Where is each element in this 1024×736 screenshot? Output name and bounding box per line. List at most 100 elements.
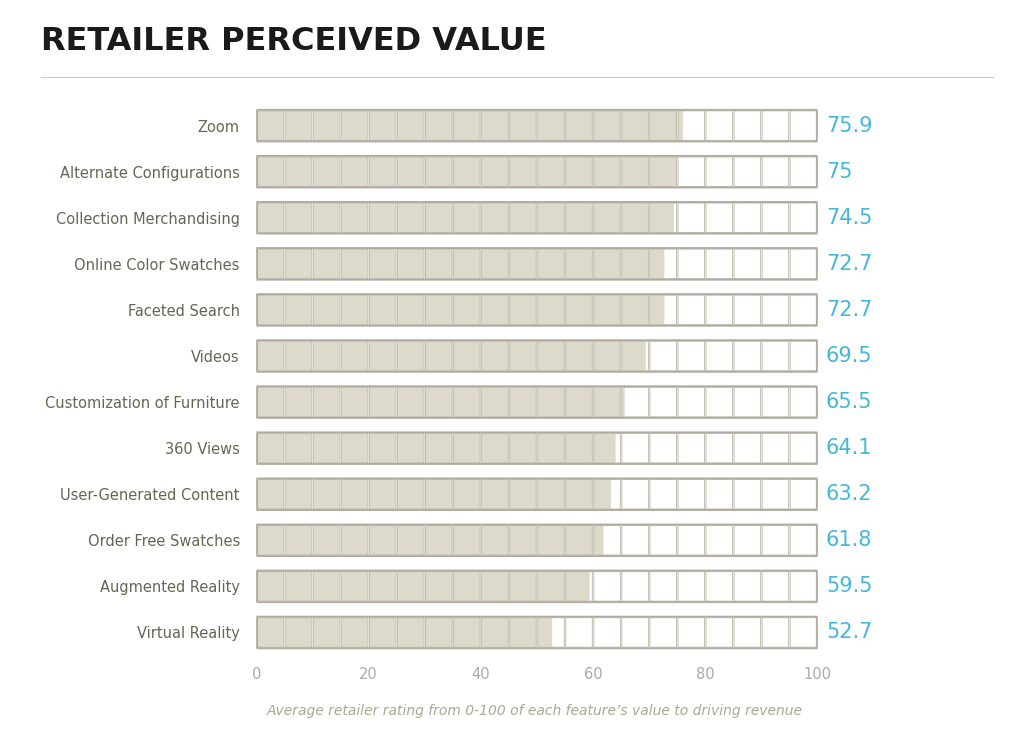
FancyBboxPatch shape bbox=[734, 249, 761, 279]
FancyBboxPatch shape bbox=[538, 249, 564, 279]
FancyBboxPatch shape bbox=[762, 479, 788, 509]
FancyBboxPatch shape bbox=[313, 203, 340, 233]
FancyBboxPatch shape bbox=[791, 479, 817, 509]
FancyBboxPatch shape bbox=[313, 342, 340, 371]
FancyBboxPatch shape bbox=[397, 479, 424, 509]
Text: 65.5: 65.5 bbox=[826, 392, 872, 412]
FancyBboxPatch shape bbox=[397, 157, 424, 186]
FancyBboxPatch shape bbox=[538, 618, 564, 647]
FancyBboxPatch shape bbox=[706, 203, 732, 233]
FancyBboxPatch shape bbox=[313, 203, 340, 233]
FancyBboxPatch shape bbox=[426, 249, 452, 279]
FancyBboxPatch shape bbox=[397, 157, 424, 186]
FancyBboxPatch shape bbox=[397, 434, 424, 463]
Text: 69.5: 69.5 bbox=[826, 346, 872, 366]
FancyBboxPatch shape bbox=[454, 479, 480, 509]
FancyBboxPatch shape bbox=[397, 387, 424, 417]
FancyBboxPatch shape bbox=[791, 157, 817, 186]
FancyBboxPatch shape bbox=[286, 434, 312, 463]
FancyBboxPatch shape bbox=[538, 526, 564, 555]
FancyBboxPatch shape bbox=[510, 434, 537, 463]
FancyBboxPatch shape bbox=[650, 572, 677, 601]
FancyBboxPatch shape bbox=[286, 249, 312, 279]
FancyBboxPatch shape bbox=[426, 203, 452, 233]
FancyBboxPatch shape bbox=[678, 572, 705, 601]
FancyBboxPatch shape bbox=[566, 434, 592, 463]
FancyBboxPatch shape bbox=[313, 387, 340, 417]
FancyBboxPatch shape bbox=[481, 618, 508, 647]
FancyBboxPatch shape bbox=[706, 111, 732, 141]
FancyBboxPatch shape bbox=[678, 157, 705, 186]
FancyBboxPatch shape bbox=[454, 203, 480, 233]
FancyBboxPatch shape bbox=[594, 618, 621, 647]
FancyBboxPatch shape bbox=[706, 526, 732, 555]
FancyBboxPatch shape bbox=[622, 157, 648, 186]
FancyBboxPatch shape bbox=[734, 479, 761, 509]
FancyBboxPatch shape bbox=[257, 111, 284, 141]
FancyBboxPatch shape bbox=[481, 111, 508, 141]
FancyBboxPatch shape bbox=[481, 203, 508, 233]
FancyBboxPatch shape bbox=[622, 342, 646, 371]
FancyBboxPatch shape bbox=[257, 342, 284, 371]
FancyBboxPatch shape bbox=[538, 572, 564, 601]
FancyBboxPatch shape bbox=[370, 618, 396, 647]
FancyBboxPatch shape bbox=[481, 387, 508, 417]
FancyBboxPatch shape bbox=[286, 203, 312, 233]
FancyBboxPatch shape bbox=[481, 479, 508, 509]
FancyBboxPatch shape bbox=[313, 572, 340, 601]
FancyBboxPatch shape bbox=[370, 203, 396, 233]
FancyBboxPatch shape bbox=[538, 111, 564, 141]
Text: Average retailer rating from 0-100 of each feature’s value to driving revenue: Average retailer rating from 0-100 of ea… bbox=[266, 704, 802, 718]
FancyBboxPatch shape bbox=[566, 479, 592, 509]
FancyBboxPatch shape bbox=[762, 111, 788, 141]
FancyBboxPatch shape bbox=[426, 526, 452, 555]
FancyBboxPatch shape bbox=[594, 249, 621, 279]
FancyBboxPatch shape bbox=[538, 157, 564, 186]
FancyBboxPatch shape bbox=[510, 387, 537, 417]
FancyBboxPatch shape bbox=[481, 157, 508, 186]
FancyBboxPatch shape bbox=[594, 434, 621, 463]
FancyBboxPatch shape bbox=[566, 111, 592, 141]
FancyBboxPatch shape bbox=[622, 249, 648, 279]
FancyBboxPatch shape bbox=[762, 526, 788, 555]
FancyBboxPatch shape bbox=[594, 295, 621, 325]
FancyBboxPatch shape bbox=[313, 479, 340, 509]
FancyBboxPatch shape bbox=[566, 111, 592, 141]
FancyBboxPatch shape bbox=[481, 342, 508, 371]
FancyBboxPatch shape bbox=[286, 342, 312, 371]
FancyBboxPatch shape bbox=[706, 434, 732, 463]
FancyBboxPatch shape bbox=[734, 387, 761, 417]
FancyBboxPatch shape bbox=[481, 479, 508, 509]
FancyBboxPatch shape bbox=[286, 618, 312, 647]
FancyBboxPatch shape bbox=[594, 479, 611, 509]
FancyBboxPatch shape bbox=[510, 479, 537, 509]
Text: 72.7: 72.7 bbox=[826, 254, 872, 274]
FancyBboxPatch shape bbox=[397, 572, 424, 601]
FancyBboxPatch shape bbox=[454, 157, 480, 186]
FancyBboxPatch shape bbox=[791, 526, 817, 555]
FancyBboxPatch shape bbox=[397, 479, 424, 509]
FancyBboxPatch shape bbox=[678, 526, 705, 555]
FancyBboxPatch shape bbox=[454, 572, 480, 601]
FancyBboxPatch shape bbox=[426, 618, 452, 647]
FancyBboxPatch shape bbox=[313, 387, 340, 417]
FancyBboxPatch shape bbox=[341, 157, 368, 186]
FancyBboxPatch shape bbox=[594, 295, 621, 325]
FancyBboxPatch shape bbox=[341, 434, 368, 463]
FancyBboxPatch shape bbox=[510, 342, 537, 371]
FancyBboxPatch shape bbox=[341, 479, 368, 509]
FancyBboxPatch shape bbox=[538, 295, 564, 325]
FancyBboxPatch shape bbox=[678, 342, 705, 371]
FancyBboxPatch shape bbox=[566, 295, 592, 325]
FancyBboxPatch shape bbox=[678, 295, 705, 325]
FancyBboxPatch shape bbox=[762, 203, 788, 233]
FancyBboxPatch shape bbox=[313, 434, 340, 463]
FancyBboxPatch shape bbox=[257, 434, 284, 463]
FancyBboxPatch shape bbox=[566, 203, 592, 233]
FancyBboxPatch shape bbox=[650, 203, 674, 233]
FancyBboxPatch shape bbox=[286, 434, 312, 463]
FancyBboxPatch shape bbox=[622, 572, 648, 601]
FancyBboxPatch shape bbox=[650, 387, 677, 417]
FancyBboxPatch shape bbox=[454, 387, 480, 417]
FancyBboxPatch shape bbox=[538, 203, 564, 233]
